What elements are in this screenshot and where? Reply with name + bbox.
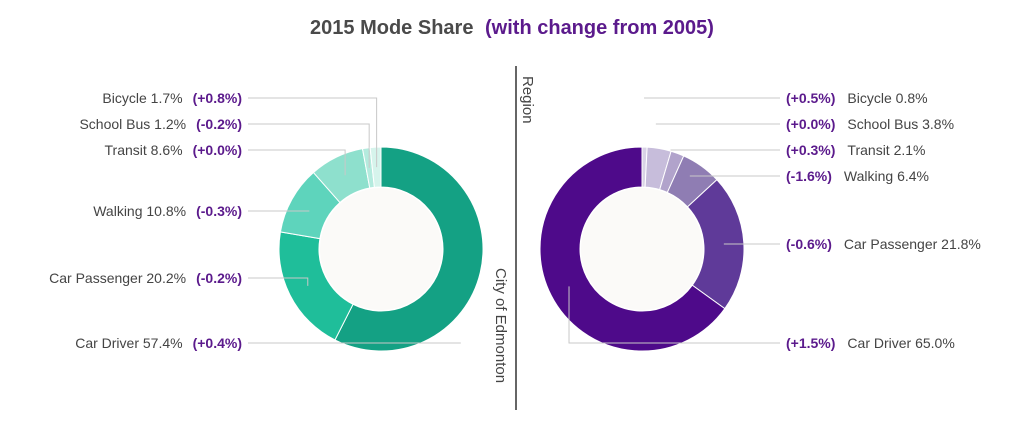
leader-line-car-driver	[568, 286, 780, 344]
label-walking: (-1.6%) Walking 6.4%	[786, 168, 929, 184]
chart-title: 2015 Mode Share (with change from 2005)	[310, 17, 714, 39]
label-walking: Walking 10.8% (-0.3%)	[93, 203, 242, 219]
slice-change: (+0.0%)	[786, 116, 835, 132]
slice-label: Transit 8.6%	[105, 142, 183, 158]
slice-change: (+0.3%)	[786, 142, 835, 158]
slice-change: (+0.5%)	[786, 90, 835, 106]
slice-label: School Bus 1.2%	[79, 116, 186, 132]
slice-change: (+1.5%)	[786, 335, 835, 351]
label-school-bus: (+0.0%) School Bus 3.8%	[786, 116, 954, 132]
label-bicycle: Bicycle 1.7% (+0.8%)	[102, 90, 242, 106]
leader-line-transit	[248, 149, 346, 176]
label-transit: Transit 8.6% (+0.0%)	[105, 142, 243, 158]
donut-hole	[581, 188, 703, 310]
donut-hole	[320, 188, 442, 310]
city-label: City of Edmonton	[492, 268, 509, 383]
slice-label: Transit 2.1%	[847, 142, 925, 158]
label-bicycle: (+0.5%) Bicycle 0.8%	[786, 90, 928, 106]
slice-label: School Bus 3.8%	[847, 116, 954, 132]
label-car-driver: Car Driver 57.4% (+0.4%)	[75, 335, 242, 351]
slice-change: (-0.6%)	[786, 236, 832, 252]
slice-change: (-1.6%)	[786, 168, 832, 184]
slice-change: (-0.3%)	[196, 203, 242, 219]
slice-car-driver	[539, 146, 726, 352]
chart-title-suffix: (with change from 2005)	[485, 17, 714, 39]
label-car-passenger: Car Passenger 20.2% (-0.2%)	[49, 270, 242, 286]
slice-change: (+0.4%)	[193, 335, 242, 351]
city-donut: Car Driver 57.4% (+0.4%) Car Passenger 20.…	[49, 90, 484, 352]
region-label: Region	[519, 76, 536, 124]
chart-title-main: 2015 Mode Share	[310, 17, 473, 39]
label-school-bus: School Bus 1.2% (-0.2%)	[79, 116, 242, 132]
slice-change: (+0.8%)	[193, 90, 242, 106]
slice-label: Bicycle 1.7%	[102, 90, 182, 106]
slice-label: Car Passenger 21.8%	[844, 236, 981, 252]
slice-bicycle	[369, 146, 382, 188]
slice-label: Walking 10.8%	[93, 203, 186, 219]
slice-label: Walking 6.4%	[844, 168, 929, 184]
slice-label: Bicycle 0.8%	[847, 90, 927, 106]
slice-label: Car Driver 57.4%	[75, 335, 182, 351]
slice-label: Car Driver 65.0%	[847, 335, 954, 351]
slice-change: (-0.2%)	[196, 270, 242, 286]
slice-label: Car Passenger 20.2%	[49, 270, 186, 286]
region-donut: (+0.5%) Bicycle 0.8% (+0.0%) School Bus 3.8…	[539, 90, 981, 352]
slice-change: (+0.0%)	[193, 142, 242, 158]
leader-line-car-passenger	[248, 277, 309, 286]
slice-car-driver	[334, 146, 484, 352]
leader-line-school-bus	[248, 123, 370, 168]
label-car-passenger: (-0.6%) Car Passenger 21.8%	[786, 236, 981, 252]
slice-change: (-0.2%)	[196, 116, 242, 132]
label-car-driver: (+1.5%) Car Driver 65.0%	[786, 335, 955, 351]
label-transit: (+0.3%) Transit 2.1%	[786, 142, 926, 158]
leader-line-bicycle	[248, 97, 378, 168]
